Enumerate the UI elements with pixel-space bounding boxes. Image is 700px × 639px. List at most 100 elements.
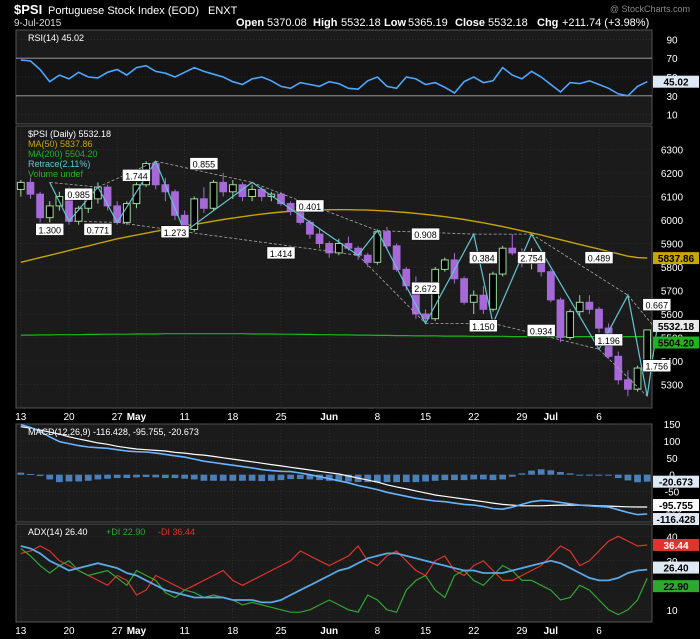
retrace-ratio-box [411, 227, 440, 241]
candle-body [36, 193, 44, 219]
price-x-tick-label: Jul [544, 412, 559, 423]
candle-body [190, 198, 199, 230]
candle-body [479, 294, 488, 310]
candle-body [633, 367, 642, 390]
macd-histogram-bar [27, 474, 34, 476]
macd-histogram-bar [489, 474, 497, 481]
minus-di-current-label: 36.44 [663, 541, 688, 552]
candle-body [26, 181, 35, 195]
macd-histogram-bar [267, 474, 275, 481]
watermark: @ StockCharts.com [610, 4, 690, 14]
retrace-ratio-label: 1.744 [125, 171, 148, 181]
retrace-ratio-label: 1.756 [646, 362, 669, 372]
retrace-ratio-label: 1.414 [270, 249, 293, 259]
chg-value: +211.74 (+3.98%) [562, 17, 649, 29]
macd-histogram-bar [133, 474, 140, 478]
price-x-tick-label: 15 [420, 412, 432, 423]
candle-body [132, 184, 141, 205]
retrace-ratio-box [469, 251, 498, 264]
retrace-connector [155, 160, 253, 183]
macd-histogram-bar [75, 474, 83, 482]
macd-current-label: -116.428 [657, 515, 696, 526]
candle-body [556, 299, 565, 338]
adx-x-tick-label: 25 [275, 626, 287, 637]
macd-histogram-bar [161, 474, 169, 479]
adx-legend-entry: ADX(14) 26.40 [28, 527, 88, 537]
candle-body [228, 184, 237, 193]
macd-histogram-bar [547, 470, 555, 475]
price-legend-entry: MA(50) 5837.86 [28, 139, 93, 149]
macd-histogram-bar [325, 474, 333, 481]
retrace-connector [531, 233, 629, 296]
macd-histogram-bar [643, 474, 651, 482]
adx-x-tick-label: 22 [468, 626, 480, 637]
candle-body [325, 243, 334, 254]
price-panel: 5300540055005600570058005900600061006200… [15, 125, 699, 409]
retrace-ratio-label: 1.196 [597, 336, 620, 346]
adx-line [20, 545, 648, 604]
plus-di-line [20, 548, 648, 616]
macd-histogram-bar [460, 474, 468, 481]
ma50-line [20, 208, 648, 263]
macd-histogram-bar [17, 472, 25, 475]
low-label: Low [384, 17, 406, 29]
macd-panel: -100-50050100150-20.673-95.755-116.428MA… [15, 420, 699, 526]
retrace-ratio-box [122, 169, 151, 182]
macd-histogram-bar [229, 474, 237, 481]
retrace-ratio-label: 0.855 [193, 160, 216, 170]
retrace-connector [68, 220, 118, 223]
retrace-connector [598, 348, 648, 397]
macd-histogram-bar [605, 474, 613, 476]
candle-body [334, 243, 343, 254]
price-x-tick-label: 25 [275, 412, 287, 423]
price-x-tick-label: 29 [516, 412, 528, 423]
candle-body [508, 247, 517, 254]
macd-histogram-bar [479, 474, 487, 480]
ma50-current-label: 5837.86 [658, 254, 695, 265]
retrace-ratio-box [295, 199, 325, 213]
macd-histogram-bar [200, 474, 208, 481]
price-y-tick-label: 5800 [661, 263, 684, 274]
retrace-ratio-box [35, 223, 64, 236]
candle-body [460, 278, 468, 303]
macd-legend-entry: MACD(12,26,9) -116.428, -95.755, -20.673 [28, 427, 199, 437]
ma50-current-label-tag [653, 252, 699, 265]
adx-legend-entry: -DI 36.44 [158, 527, 195, 537]
macd-histogram-bar [306, 474, 314, 480]
candle-body [489, 273, 497, 310]
macd-histogram-bar [65, 474, 73, 482]
plus-di-current-label: 22.90 [663, 582, 688, 593]
macd-histogram-bar [113, 474, 121, 479]
macd-histogram-bar [296, 474, 304, 480]
macd-hist-current-label: -20.673 [659, 478, 693, 489]
adx-current-label-tag [653, 561, 699, 574]
adx-y-tick-label: 10 [666, 606, 678, 617]
rsi-y-tick-label: 70 [666, 54, 678, 65]
price-y-tick-label: 6200 [661, 169, 684, 180]
retrace-ratio-box [526, 324, 556, 337]
price-y-tick-label: 5900 [661, 240, 684, 251]
macd-histogram-bar [585, 474, 593, 476]
retrace-ratio-label: 1.150 [472, 322, 495, 332]
chart-title-name: Portuguese Stock Index (EOD) [48, 5, 199, 17]
rsi-legend-entry: RSI(14) 45.02 [28, 33, 84, 43]
rsi-y-tick-label: 90 [666, 35, 678, 46]
price-legend-entry: Retrace(2.11%) [28, 159, 90, 169]
macd-histogram-bar [181, 474, 189, 479]
candle-body [219, 181, 228, 193]
price-x-tick-label: May [127, 412, 147, 423]
macd-y-tick-label: 100 [664, 437, 681, 448]
retrace-ratio-label: 1.300 [38, 225, 61, 235]
macd-histogram-bar [142, 474, 150, 478]
adx-x-tick-label: 27 [112, 626, 124, 637]
retrace-ratio-box [584, 251, 614, 264]
macd-histogram-bar [373, 474, 381, 483]
macd-hist-current-label-tag [653, 475, 699, 488]
candle-body [238, 184, 247, 197]
price-x-tick-label: 8 [375, 412, 381, 423]
macd-histogram-bar [123, 474, 131, 479]
ma200-current-label: 5504.20 [658, 339, 695, 350]
